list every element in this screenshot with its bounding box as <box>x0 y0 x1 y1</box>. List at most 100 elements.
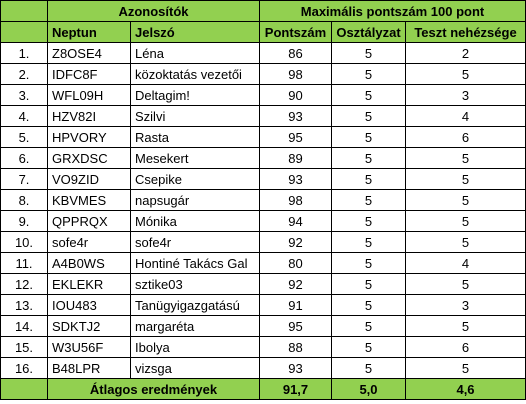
neptun-cell[interactable]: IDFC8F <box>47 63 131 85</box>
osztalyzat-cell[interactable]: 5 <box>331 336 406 358</box>
row-number-cell[interactable]: 4. <box>0 105 48 127</box>
neptun-cell[interactable]: A4B0WS <box>47 252 131 274</box>
jelszo-cell[interactable]: közoktatás vezetői <box>130 63 260 85</box>
neptun-cell[interactable]: KBVMES <box>47 189 131 211</box>
jelszo-cell[interactable]: Mesekert <box>130 147 260 169</box>
row-number-cell[interactable]: 1. <box>0 42 48 64</box>
jelszo-cell[interactable]: sofe4r <box>130 231 260 253</box>
row-number-cell[interactable]: 5. <box>0 126 48 148</box>
neptun-cell[interactable]: IOU483 <box>47 294 131 316</box>
osztalyzat-cell[interactable]: 5 <box>331 84 406 106</box>
teszt-cell[interactable]: 6 <box>404 336 526 358</box>
neptun-cell[interactable]: GRXDSC <box>47 147 131 169</box>
column-header-jelszo[interactable]: Jelszó <box>130 21 260 43</box>
neptun-cell[interactable]: W3U56F <box>47 336 131 358</box>
teszt-cell[interactable]: 2 <box>404 42 526 64</box>
footer-empty-cell[interactable] <box>0 378 48 400</box>
neptun-cell[interactable]: SDKTJ2 <box>47 315 131 337</box>
osztalyzat-cell[interactable]: 5 <box>331 147 406 169</box>
pontszam-cell[interactable]: 88 <box>259 336 332 358</box>
jelszo-cell[interactable]: Hontiné Takács Gal <box>130 252 260 274</box>
osztalyzat-cell[interactable]: 5 <box>331 63 406 85</box>
pontszam-cell[interactable]: 95 <box>259 315 332 337</box>
jelszo-cell[interactable]: Tanügyigazgatású <box>130 294 260 316</box>
osztalyzat-cell[interactable]: 5 <box>331 189 406 211</box>
jelszo-cell[interactable]: Mónika <box>130 210 260 232</box>
jelszo-cell[interactable]: Deltagim! <box>130 84 260 106</box>
jelszo-cell[interactable]: Léna <box>130 42 260 64</box>
osztalyzat-cell[interactable]: 5 <box>331 168 406 190</box>
jelszo-cell[interactable]: napsugár <box>130 189 260 211</box>
pontszam-cell[interactable]: 89 <box>259 147 332 169</box>
header-empty-cell[interactable] <box>0 0 48 22</box>
neptun-cell[interactable]: HPVORY <box>47 126 131 148</box>
row-number-cell[interactable]: 11. <box>0 252 48 274</box>
group-header-max-points[interactable]: Maximális pontszám 100 pont <box>258 0 526 22</box>
pontszam-cell[interactable]: 80 <box>259 252 332 274</box>
row-number-cell[interactable]: 10. <box>0 231 48 253</box>
pontszam-cell[interactable]: 91 <box>259 294 332 316</box>
osztalyzat-cell[interactable]: 5 <box>331 252 406 274</box>
column-header-pontszam[interactable]: Pontszám <box>259 21 332 43</box>
teszt-cell[interactable]: 5 <box>404 210 526 232</box>
neptun-cell[interactable]: HZV82I <box>47 105 131 127</box>
pontszam-cell[interactable]: 93 <box>259 168 332 190</box>
neptun-cell[interactable]: Z8OSE4 <box>47 42 131 64</box>
neptun-cell[interactable]: WFL09H <box>47 84 131 106</box>
column-header-neptun[interactable]: Neptun <box>47 21 131 43</box>
jelszo-cell[interactable]: Ibolya <box>130 336 260 358</box>
row-number-cell[interactable]: 9. <box>0 210 48 232</box>
pontszam-cell[interactable]: 94 <box>259 210 332 232</box>
teszt-cell[interactable]: 5 <box>404 63 526 85</box>
column-header-osztalyzat[interactable]: Osztályzat <box>331 21 406 43</box>
jelszo-cell[interactable]: vizsga <box>130 357 260 379</box>
osztalyzat-cell[interactable]: 5 <box>331 315 406 337</box>
pontszam-cell[interactable]: 92 <box>259 273 332 295</box>
footer-teszt-cell[interactable]: 4,6 <box>404 378 526 400</box>
neptun-cell[interactable]: B48LPR <box>47 357 131 379</box>
neptun-cell[interactable]: QPPRQX <box>47 210 131 232</box>
teszt-cell[interactable]: 4 <box>404 105 526 127</box>
osztalyzat-cell[interactable]: 5 <box>331 105 406 127</box>
pontszam-cell[interactable]: 93 <box>259 357 332 379</box>
row-number-cell[interactable]: 15. <box>0 336 48 358</box>
pontszam-cell[interactable]: 92 <box>259 231 332 253</box>
osztalyzat-cell[interactable]: 5 <box>331 42 406 64</box>
osztalyzat-cell[interactable]: 5 <box>331 294 406 316</box>
row-number-cell[interactable]: 16. <box>0 357 48 379</box>
teszt-cell[interactable]: 5 <box>404 189 526 211</box>
row-number-cell[interactable]: 7. <box>0 168 48 190</box>
osztalyzat-cell[interactable]: 5 <box>331 126 406 148</box>
osztalyzat-cell[interactable]: 5 <box>331 357 406 379</box>
row-number-cell[interactable]: 6. <box>0 147 48 169</box>
teszt-cell[interactable]: 4 <box>404 252 526 274</box>
neptun-cell[interactable]: VO9ZID <box>47 168 131 190</box>
row-number-cell[interactable]: 12. <box>0 273 48 295</box>
column-header-teszt[interactable]: Teszt nehézsége <box>404 21 526 43</box>
column-header-empty[interactable] <box>0 21 48 43</box>
pontszam-cell[interactable]: 98 <box>259 63 332 85</box>
row-number-cell[interactable]: 14. <box>0 315 48 337</box>
row-number-cell[interactable]: 8. <box>0 189 48 211</box>
jelszo-cell[interactable]: Csepike <box>130 168 260 190</box>
teszt-cell[interactable]: 5 <box>404 168 526 190</box>
jelszo-cell[interactable]: margaréta <box>130 315 260 337</box>
teszt-cell[interactable]: 6 <box>404 126 526 148</box>
row-number-cell[interactable]: 13. <box>0 294 48 316</box>
teszt-cell[interactable]: 5 <box>404 315 526 337</box>
teszt-cell[interactable]: 3 <box>404 84 526 106</box>
pontszam-cell[interactable]: 90 <box>259 84 332 106</box>
teszt-cell[interactable]: 5 <box>404 231 526 253</box>
pontszam-cell[interactable]: 95 <box>259 126 332 148</box>
footer-label-cell[interactable]: Átlagos eredmények <box>47 378 260 400</box>
teszt-cell[interactable]: 5 <box>404 273 526 295</box>
row-number-cell[interactable]: 3. <box>0 84 48 106</box>
jelszo-cell[interactable]: Szilvi <box>130 105 260 127</box>
teszt-cell[interactable]: 3 <box>404 294 526 316</box>
pontszam-cell[interactable]: 93 <box>259 105 332 127</box>
footer-pontszam-cell[interactable]: 91,7 <box>259 378 332 400</box>
footer-osztalyzat-cell[interactable]: 5,0 <box>331 378 406 400</box>
teszt-cell[interactable]: 5 <box>404 357 526 379</box>
osztalyzat-cell[interactable]: 5 <box>331 210 406 232</box>
neptun-cell[interactable]: EKLEKR <box>47 273 131 295</box>
